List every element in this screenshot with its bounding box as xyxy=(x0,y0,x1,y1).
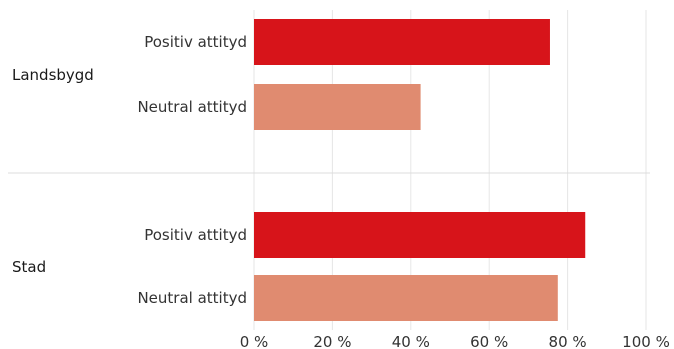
category-label: Positiv attityd xyxy=(144,33,247,51)
x-tick-label: 80 % xyxy=(549,333,587,349)
bar xyxy=(254,84,421,130)
group-label: Landsbygd xyxy=(12,66,94,84)
bar xyxy=(254,275,558,321)
x-tick-label: 40 % xyxy=(392,333,430,349)
group-label: Stad xyxy=(12,258,46,276)
x-axis-ticks: 0 % 20 % 40 % 60 % 80 % 100 % xyxy=(240,333,670,349)
bar xyxy=(254,212,586,258)
category-label: Neutral attityd xyxy=(137,98,247,116)
x-tick-label: 0 % xyxy=(240,333,269,349)
x-tick-label: 60 % xyxy=(470,333,508,349)
category-label: Neutral attityd xyxy=(137,289,247,307)
x-tick-label: 20 % xyxy=(313,333,351,349)
category-label: Positiv attityd xyxy=(144,226,247,244)
bars xyxy=(254,19,586,321)
bar xyxy=(254,19,550,65)
x-tick-label: 100 % xyxy=(622,333,670,349)
labels: Landsbygd Positiv attityd Neutral attityd S… xyxy=(12,33,247,307)
